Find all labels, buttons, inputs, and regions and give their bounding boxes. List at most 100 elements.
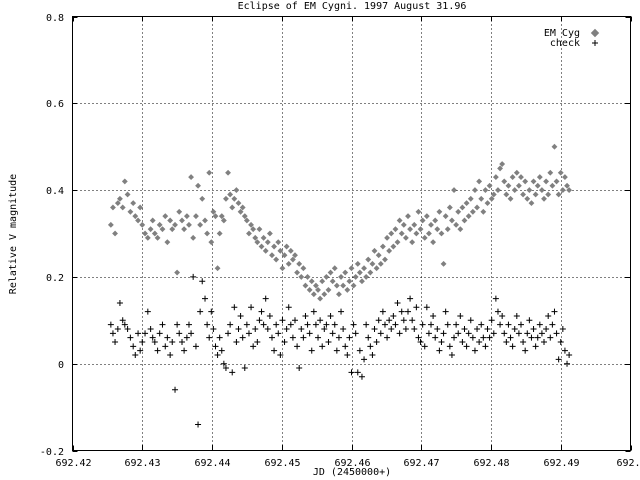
data-point-diamond [530,178,537,185]
data-point-diamond [465,213,472,220]
data-point-diamond [169,226,176,233]
data-point-plus [478,321,485,328]
data-point-diamond [417,226,424,233]
data-point-diamond [216,230,223,237]
data-point-plus [268,334,275,341]
data-point-diamond [359,278,365,285]
data-point-plus [190,273,197,280]
data-point-plus [222,365,229,372]
data-point-plus [264,325,271,332]
data-point-diamond [183,213,190,220]
data-point-diamond [492,174,499,181]
data-point-diamond [547,169,554,176]
data-point-plus [494,308,501,315]
data-point-diamond [302,282,309,289]
data-point-plus [317,317,324,324]
data-point-plus [321,325,328,332]
data-point-diamond [156,221,163,228]
data-point-diamond [532,191,539,198]
data-point-plus [197,308,204,315]
data-point-diamond [208,239,215,246]
data-point-plus [561,347,568,354]
x-tick-label: 692.44 [194,458,230,469]
data-point-diamond [164,239,171,246]
data-point-plus [352,330,359,337]
data-point-diamond [490,191,497,198]
data-point-diamond [522,178,529,185]
data-point-plus [444,321,451,328]
data-point-plus [147,325,154,332]
axis-ticks [72,16,632,452]
data-point-plus [367,343,374,350]
data-point-plus [467,317,474,324]
data-point-plus [176,330,183,337]
data-point-diamond [308,278,315,285]
data-point-plus [402,325,409,332]
y-tick-label: -0.2 [40,447,64,458]
data-point-plus [210,325,217,332]
data-point-diamond [225,169,231,176]
data-point-diamond [409,239,416,246]
data-point-diamond [235,200,242,207]
data-point-diamond [167,217,174,224]
x-tick-label: 692.5 [616,458,640,469]
data-point-diamond [277,247,284,254]
data-point-diamond [325,286,332,293]
data-point-plus [505,321,512,328]
data-point-diamond [455,208,462,215]
data-point-diamond [545,191,552,198]
data-point-diamond [186,221,192,228]
data-point-diamond [457,226,464,233]
data-point-plus [346,334,353,341]
data-point-plus [109,330,116,337]
data-point-plus [237,312,244,319]
x-tick-label: 692.47 [403,458,439,469]
data-point-diamond [480,208,487,215]
data-point-plus [296,365,303,372]
data-point-diamond [237,208,244,215]
data-point-plus [358,373,365,380]
data-point-diamond [524,195,531,202]
data-point-diamond [350,282,357,289]
data-point-diamond [258,243,265,250]
data-point-plus [327,312,334,319]
data-point-diamond [430,239,437,246]
data-point-diamond [373,265,380,272]
data-point-plus [258,308,265,315]
data-point-plus [419,321,426,328]
data-point-plus [511,325,518,332]
data-point-plus [195,421,202,428]
data-point-plus [315,334,322,341]
data-point-plus [448,352,455,359]
data-point-diamond [369,260,376,267]
data-point-plus [208,308,215,315]
data-point-plus [185,321,192,328]
data-point-plus [524,330,531,337]
data-point-plus [323,321,330,328]
data-point-plus [283,325,290,332]
y-axis-label: Relative V magnitude [8,174,19,294]
data-point-plus [340,325,347,332]
data-point-diamond [543,178,550,185]
data-point-diamond [375,252,382,259]
data-point-diamond [243,217,250,224]
data-point-plus [220,360,227,367]
data-point-plus [451,334,458,341]
data-point-diamond [501,178,508,185]
data-point-plus [174,321,181,328]
data-point-plus [135,330,142,337]
data-point-diamond [197,221,204,228]
data-point-diamond [246,230,252,237]
data-point-diamond [449,217,455,224]
data-point-plus [302,312,309,319]
data-point-plus [227,321,234,328]
data-point-diamond [144,234,151,241]
data-point-diamond [415,208,422,215]
data-point-plus [386,317,393,324]
data-point-plus [442,308,449,315]
data-point-diamond [423,213,430,220]
data-point-diamond [275,239,282,246]
data-point-diamond [382,256,388,263]
data-point-plus [413,304,420,311]
x-tick-label: 692.45 [264,458,300,469]
